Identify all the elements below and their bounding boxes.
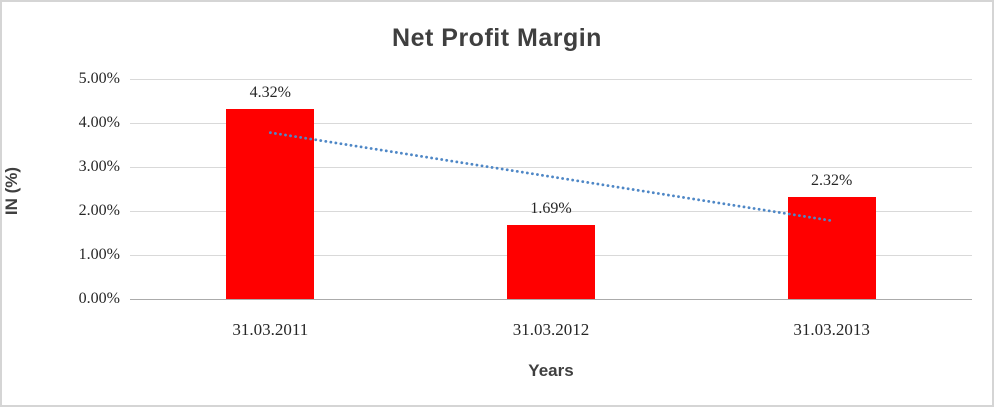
chart-title: Net Profit Margin bbox=[392, 24, 602, 52]
x-axis-category-label: 31.03.2012 bbox=[512, 320, 590, 339]
y-axis-tick-label: 3.00% bbox=[78, 158, 120, 175]
bar-data-label: 4.32% bbox=[249, 83, 291, 101]
gridline bbox=[130, 79, 972, 80]
x-axis-category-label: 31.03.2013 bbox=[793, 320, 870, 339]
x-axis-category-label: 31.03.2011 bbox=[232, 320, 309, 339]
bar-data-label: 2.32% bbox=[810, 171, 853, 189]
bar-31.03.2011 bbox=[226, 108, 315, 299]
y-axis-tick-label: 0.00% bbox=[78, 290, 120, 307]
x-axis-title: Years bbox=[528, 361, 574, 380]
y-axis-tick-label: 1.00% bbox=[78, 246, 120, 263]
y-axis-tick-label: 4.00% bbox=[78, 114, 120, 131]
y-axis-tick-label: 2.00% bbox=[78, 202, 120, 219]
gridline bbox=[130, 123, 972, 124]
bar-31.03.2013 bbox=[787, 196, 876, 299]
y-axis-title: IN (%) bbox=[2, 166, 21, 216]
y-axis-tick-label: 5.00% bbox=[78, 70, 120, 87]
bar-31.03.2012 bbox=[507, 224, 595, 299]
bar-data-label: 1.69% bbox=[530, 199, 572, 217]
x-axis-line bbox=[130, 299, 972, 300]
